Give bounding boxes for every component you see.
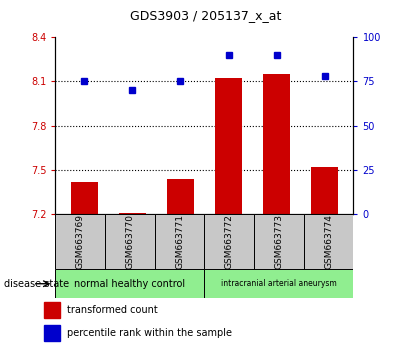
Bar [55, 214, 105, 269]
Bar [44, 325, 60, 341]
Bar [263, 74, 290, 214]
Bar [304, 214, 353, 269]
Text: intracranial arterial aneurysm: intracranial arterial aneurysm [221, 279, 337, 288]
Bar [254, 214, 304, 269]
Bar [71, 182, 97, 214]
Bar [155, 214, 204, 269]
Bar [119, 213, 145, 214]
Bar [312, 167, 338, 214]
Bar [55, 269, 205, 298]
Text: percentile rank within the sample: percentile rank within the sample [67, 328, 232, 338]
Bar [205, 214, 254, 269]
Text: GSM663773: GSM663773 [275, 214, 284, 269]
Bar [167, 179, 194, 214]
Text: normal healthy control: normal healthy control [74, 279, 185, 289]
Text: GSM663770: GSM663770 [125, 214, 134, 269]
Bar [205, 269, 353, 298]
Text: GSM663772: GSM663772 [225, 214, 234, 269]
Bar [215, 79, 242, 214]
Text: GDS3903 / 205137_x_at: GDS3903 / 205137_x_at [130, 9, 281, 22]
Bar [105, 214, 155, 269]
Text: GSM663769: GSM663769 [76, 214, 85, 269]
Text: transformed count: transformed count [67, 305, 157, 315]
Bar [44, 302, 60, 318]
Text: GSM663774: GSM663774 [324, 214, 333, 269]
Text: disease state: disease state [4, 279, 69, 289]
Text: GSM663771: GSM663771 [175, 214, 184, 269]
